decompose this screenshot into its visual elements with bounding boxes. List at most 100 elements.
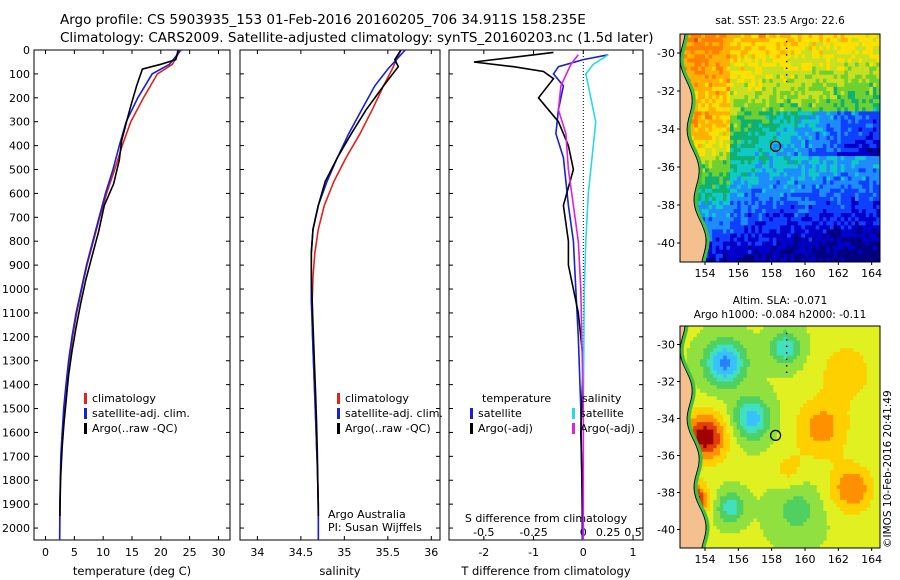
lat-tick-label: -32 (657, 376, 675, 389)
sla-map-panel: 154 156 158 160 162 164 -30 -32 -34 -36 -38 -40 Alti… (657, 295, 882, 566)
map-field (680, 34, 880, 262)
track-dot (785, 364, 788, 367)
legend-swatch (337, 423, 340, 434)
legend-swatch (470, 423, 473, 434)
track-dot (785, 358, 788, 361)
x-tick-label: 5 (71, 546, 78, 559)
lon-tick-label: 164 (861, 553, 882, 566)
legend-swatch (84, 393, 87, 404)
x-tick-label: 20 (154, 546, 168, 559)
series-line-satellite-adj-clim- (58, 49, 182, 541)
lon-tick-label: 154 (695, 267, 716, 280)
track-dot (785, 54, 788, 56)
series-line-salinity-satellite (582, 54, 609, 540)
annotation-line-2: PI: Susan Wijffels (328, 521, 422, 534)
lat-tick-label: -40 (657, 237, 675, 250)
lat-tick-label: -38 (657, 487, 675, 500)
track-dot (785, 40, 788, 43)
y-tick-label: 500 (9, 164, 30, 177)
sst-map-panel: 154 156 158 160 162 164 -30 -32 -34 -36 -38 -40 sat.… (657, 15, 882, 280)
sla-map-title: Altim. SLA: -0.071 (733, 295, 828, 307)
y-tick-label: 1600 (2, 426, 30, 439)
legend-swatch (572, 423, 575, 434)
legend-label: satellite (478, 407, 522, 420)
x-tick-label: 0 (580, 546, 587, 559)
track-dot (785, 352, 788, 354)
track-dot (785, 80, 788, 83)
track-dot (785, 74, 788, 76)
legend-label: satellite (580, 407, 624, 420)
shelf-contour (680, 34, 710, 262)
y-tick-label: 900 (9, 259, 30, 272)
imos-credit: ©IMOS 10-Feb-2016 20:41:49 (882, 390, 894, 548)
argo-location-marker (769, 140, 782, 152)
s-tick-label: -0.25 (519, 526, 547, 539)
x-axis-label: salinity (319, 564, 360, 578)
track-dot (785, 371, 788, 374)
legend-swatch (572, 408, 575, 419)
lon-tick-label: 162 (828, 267, 849, 280)
title-line-1: Argo profile: CS 5903935_153 01-Feb-2016… (60, 12, 586, 28)
annotation-line-1: Argo Australia (328, 508, 406, 521)
legend-label: Argo(-adj) (580, 422, 635, 435)
lat-tick-label: -30 (657, 47, 675, 60)
track-dot (785, 332, 788, 335)
x-tick-label: 1 (630, 546, 637, 559)
legend-title-temperature: temperature (482, 392, 551, 405)
y-tick-label: 1900 (2, 498, 30, 511)
x-tick-label: 15 (125, 546, 139, 559)
y-tick-label: 1100 (2, 307, 30, 320)
lat-tick-label: -40 (657, 524, 675, 537)
series-line-salinity-argo-adj- (557, 54, 585, 540)
x-tick-label: 0 (42, 546, 49, 559)
lat-tick-label: -34 (657, 413, 675, 426)
lon-tick-label: 164 (861, 267, 882, 280)
lat-tick-label: -36 (657, 161, 675, 174)
series-line-temperature-satellite (552, 54, 609, 541)
lon-tick-label: 156 (728, 267, 749, 280)
legend-title-salinity: salinity (582, 392, 622, 405)
y-tick-label: 1000 (2, 283, 30, 296)
y-tick-label: 400 (9, 140, 30, 153)
x-tick-label: 34 (250, 546, 264, 559)
legend-swatch (84, 408, 87, 419)
plot-frame (448, 49, 644, 541)
plot-frame (33, 49, 231, 541)
y-tick-label: 300 (9, 116, 30, 129)
salinity-panel: 34 34.5 35 35.5 36 salinity climatology satelli… (239, 49, 443, 578)
s-tick-label: 0.25 (596, 526, 621, 539)
s-tick-label: -0.5 (473, 526, 494, 539)
lon-tick-label: 156 (728, 553, 749, 566)
legend-swatch (337, 393, 340, 404)
track-dot (785, 345, 788, 348)
y-tick-label: 2000 (2, 522, 30, 535)
x-tick-label: -1 (528, 546, 539, 559)
legend-swatch (470, 408, 473, 419)
map-frame (679, 325, 881, 549)
y-tick-label: 1800 (2, 474, 30, 487)
legend-label: satellite-adj. clim. (92, 407, 190, 420)
temperature-panel: 0100200300400500600700800900100011001200… (2, 44, 231, 578)
x-tick-label: 35 (337, 546, 351, 559)
x-axis-label: temperature (deg C) (73, 564, 191, 578)
x-tick-label: -2 (478, 546, 489, 559)
land-mask (680, 326, 707, 548)
s-axis-label: S difference from climatology (465, 512, 628, 525)
sla-map-subtitle: Argo h1000: -0.084 h2000: -0.11 (694, 309, 867, 321)
map-field (680, 326, 880, 548)
lon-tick-label: 158 (761, 553, 782, 566)
y-tick-label: 1300 (2, 355, 30, 368)
legend-label: climatology (345, 392, 409, 405)
legend-swatch (84, 423, 87, 434)
x-tick-label: 36 (424, 546, 438, 559)
y-tick-label: 100 (9, 68, 30, 81)
y-tick-label: 1500 (2, 403, 30, 416)
track-dot (785, 67, 788, 69)
series-line-temperature-argo-adj- (473, 51, 585, 529)
x-tick-label: 35.5 (376, 546, 401, 559)
lat-tick-label: -38 (657, 199, 675, 212)
x-tick-label: 30 (211, 546, 225, 559)
x-tick-label: 25 (183, 546, 197, 559)
map-frame (679, 33, 881, 263)
